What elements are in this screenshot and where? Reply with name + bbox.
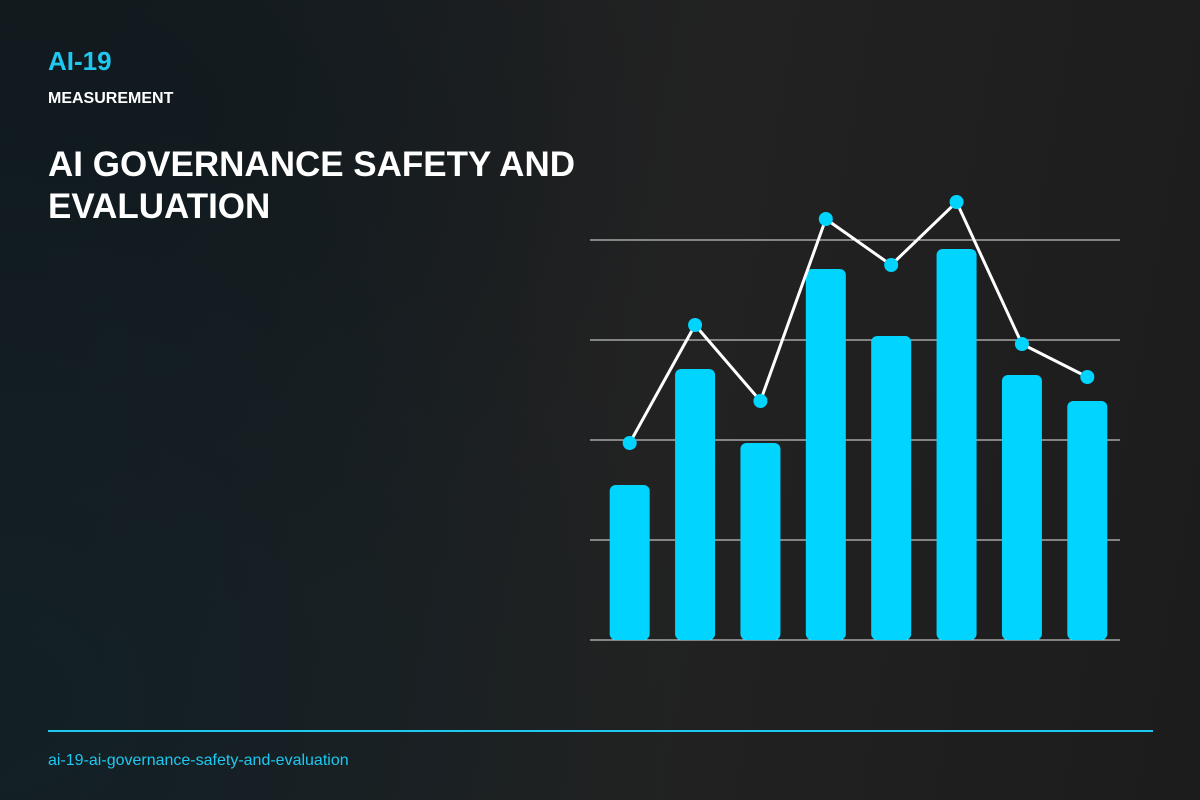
slug: ai-19-ai-governance-safety-and-evaluatio… [48, 752, 349, 769]
category: MEASUREMENT [48, 90, 174, 107]
bar [1067, 401, 1108, 640]
bar [740, 443, 781, 640]
bar [936, 249, 977, 640]
bar [871, 336, 912, 640]
bar [805, 269, 846, 640]
line-marker [622, 436, 637, 450]
line-marker [753, 394, 768, 408]
divider [48, 730, 1153, 732]
bar [609, 485, 650, 640]
line-marker [884, 258, 899, 272]
line-marker [1014, 337, 1029, 351]
line-marker [818, 212, 833, 226]
line-marker [688, 318, 703, 332]
code: AI-19 [48, 46, 112, 76]
bar [1001, 375, 1042, 640]
line-marker [949, 195, 964, 209]
line [628, 199, 1088, 444]
bar [675, 369, 716, 640]
line-marker [1080, 370, 1095, 384]
title: AI GOVERNANCE SAFETY AND EVALUATION [48, 145, 575, 226]
